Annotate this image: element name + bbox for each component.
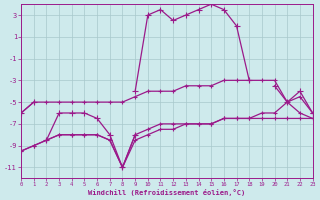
X-axis label: Windchill (Refroidissement éolien,°C): Windchill (Refroidissement éolien,°C) xyxy=(88,189,245,196)
